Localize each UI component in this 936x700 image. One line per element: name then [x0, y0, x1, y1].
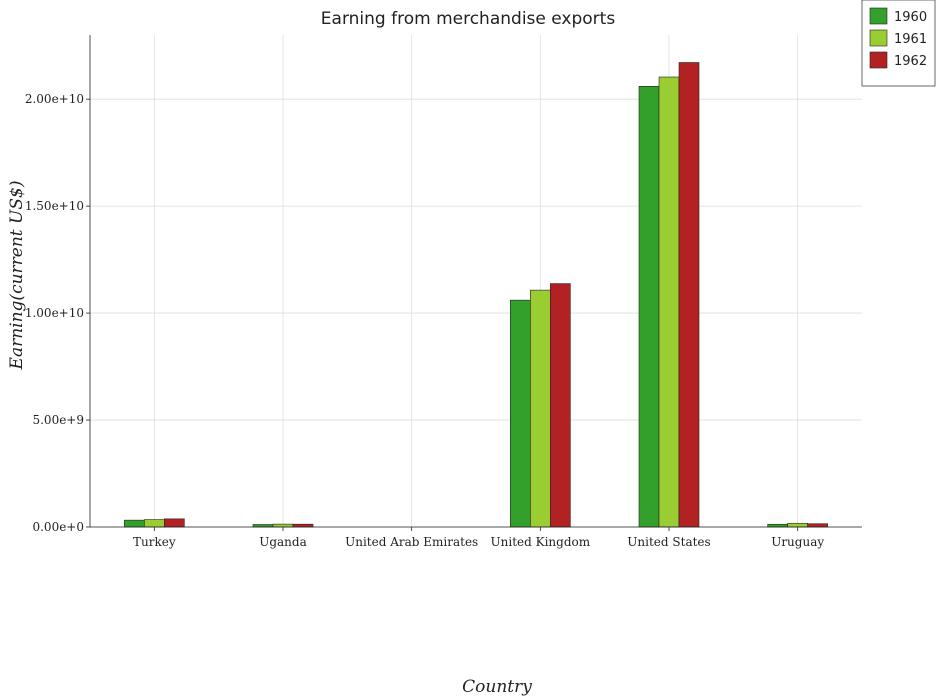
x-tick-label: United Kingdom: [491, 535, 591, 549]
bar-1961: [658, 76, 680, 528]
y-ticks: 0.00e+0 5.00e+9 1.00e+10 1.50e+10 2.00e+10: [25, 92, 90, 534]
y-axis-label: Earning(current US$): [7, 181, 27, 371]
legend-label-1962: 1962: [894, 54, 927, 69]
legend-swatch-1960: [869, 7, 888, 25]
legend-swatch-1961: [869, 29, 888, 47]
y-tick-label: 0.00e+0: [32, 520, 84, 534]
legend-label-1960: 1960: [894, 10, 927, 25]
bar-1962: [292, 523, 314, 528]
bars: [124, 62, 828, 528]
bar-1960: [638, 86, 660, 528]
x-tick-label: United Arab Emirates: [345, 535, 478, 549]
y-tick-label: 1.00e+10: [25, 306, 84, 320]
bar-1961: [144, 519, 165, 528]
grid: [90, 35, 862, 528]
legend: 1960 1961 1962: [861, 0, 936, 87]
y-tick-label: 1.50e+10: [25, 199, 84, 213]
bar-1962: [550, 283, 571, 528]
bar-1960: [124, 519, 145, 528]
x-tick-label: Uruguay: [771, 535, 824, 549]
bar-1960: [767, 523, 788, 528]
y-tick-label: 2.00e+10: [25, 92, 84, 106]
x-tick-label: Uganda: [259, 535, 307, 549]
x-tick-label: Turkey: [133, 535, 176, 549]
bar-1960: [510, 299, 531, 528]
bar-1961: [530, 289, 551, 528]
bar-1961: [272, 523, 294, 528]
legend-label-1961: 1961: [894, 32, 927, 47]
bar-1962: [164, 518, 185, 528]
x-axis-label: Country: [462, 677, 532, 697]
y-tick-label: 5.00e+9: [32, 413, 84, 427]
bar-1961: [787, 522, 808, 528]
chart-title: Earning from merchandise exports: [321, 9, 616, 29]
x-ticks: Turkey Uganda United Arab Emirates United K…: [133, 527, 824, 549]
bar-1962: [678, 62, 700, 528]
x-tick-label: United States: [627, 535, 710, 549]
bar-1962: [807, 523, 828, 528]
legend-swatch-1962: [869, 51, 888, 69]
